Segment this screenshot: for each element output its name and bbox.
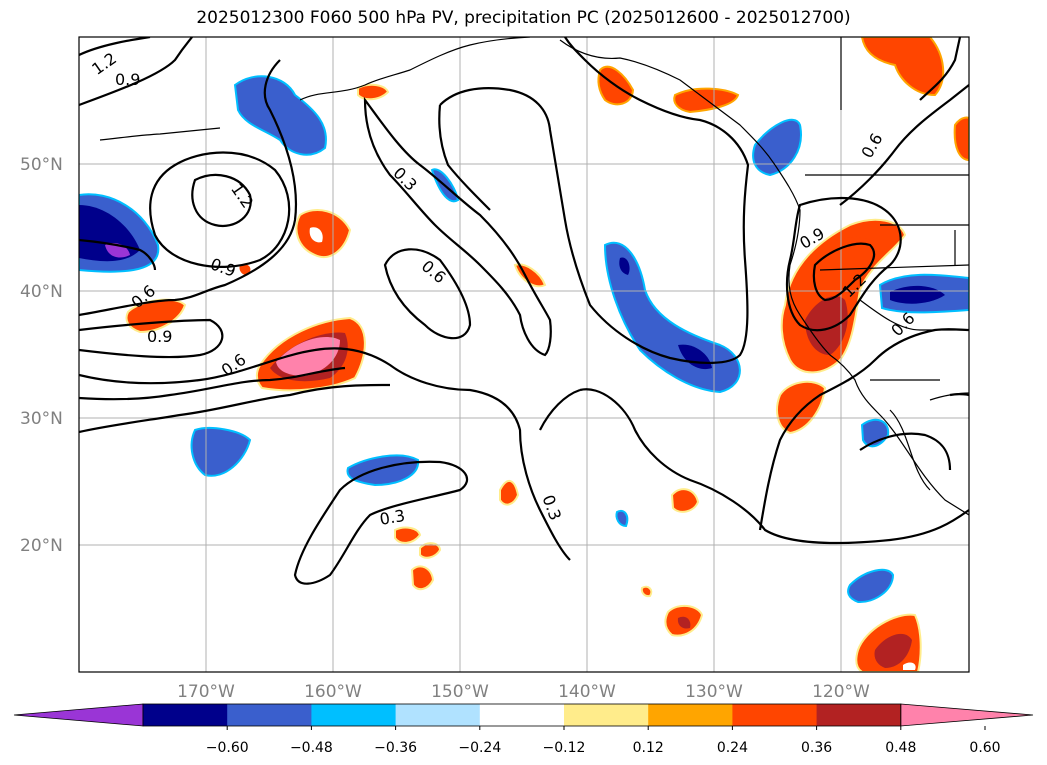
colorbar-tick-label: 0.36 <box>801 740 832 756</box>
colorbar-tick-label: 0.12 <box>633 740 664 756</box>
colorbar-extend-low <box>13 703 144 727</box>
lon-label-170w: 170°W <box>177 682 235 702</box>
graticule <box>79 37 969 672</box>
colorbar-tick-label: −0.60 <box>206 740 249 756</box>
colorbar-segment <box>648 704 733 726</box>
map-frame <box>78 36 970 673</box>
colorbar-segment <box>227 704 312 726</box>
lon-label-150w: 150°W <box>431 682 489 702</box>
longitude-labels: 170°W 160°W 150°W 140°W 130°W 120°W <box>177 682 870 702</box>
colorbar-tick-label: −0.12 <box>543 740 586 756</box>
lon-label-160w: 160°W <box>304 682 362 702</box>
colorbar-tick-label: −0.48 <box>290 740 333 756</box>
lat-label-50n: 50°N <box>20 155 63 175</box>
map-title: 2025012300 F060 500 hPa PV, precipitatio… <box>196 8 851 28</box>
lon-label-120w: 120°W <box>812 682 870 702</box>
pv-contours <box>79 37 969 585</box>
colorbar-tick-label: −0.36 <box>374 740 417 756</box>
lon-label-140w: 140°W <box>558 682 616 702</box>
latitude-labels: 50°N 40°N 30°N 20°N <box>20 155 63 556</box>
precipitation-shading <box>79 37 969 672</box>
colorbar-segment <box>143 704 228 726</box>
colorbar-segment <box>479 704 565 726</box>
lon-label-130w: 130°W <box>685 682 743 702</box>
colorbar-tick-label: 0.48 <box>885 740 916 756</box>
lat-label-30n: 30°N <box>20 409 63 429</box>
colorbar-segment <box>816 704 902 726</box>
colorbar-frame <box>142 703 902 727</box>
colorbar-segment <box>395 704 481 726</box>
colorbar-segment <box>732 704 818 726</box>
colorbar-segment <box>564 704 649 726</box>
colorbar-segment <box>311 704 397 726</box>
colorbar-extend-high <box>900 703 1034 727</box>
contour-label: 0.3 <box>378 506 406 529</box>
contour-label: 0.9 <box>115 70 140 89</box>
lat-label-20n: 20°N <box>20 536 63 556</box>
colorbar: −0.60 −0.48 −0.36 −0.24 −0.12 0.12 0.24 0.36 0.4… <box>13 703 1034 756</box>
colorbar-tick-label: 0.24 <box>717 740 748 756</box>
contour-label: 0.9 <box>147 327 172 346</box>
coastlines <box>99 37 969 516</box>
lat-label-40n: 40°N <box>20 282 63 302</box>
colorbar-tick-label: 0.60 <box>969 740 1000 756</box>
colorbar-tick-label: −0.24 <box>458 740 501 756</box>
